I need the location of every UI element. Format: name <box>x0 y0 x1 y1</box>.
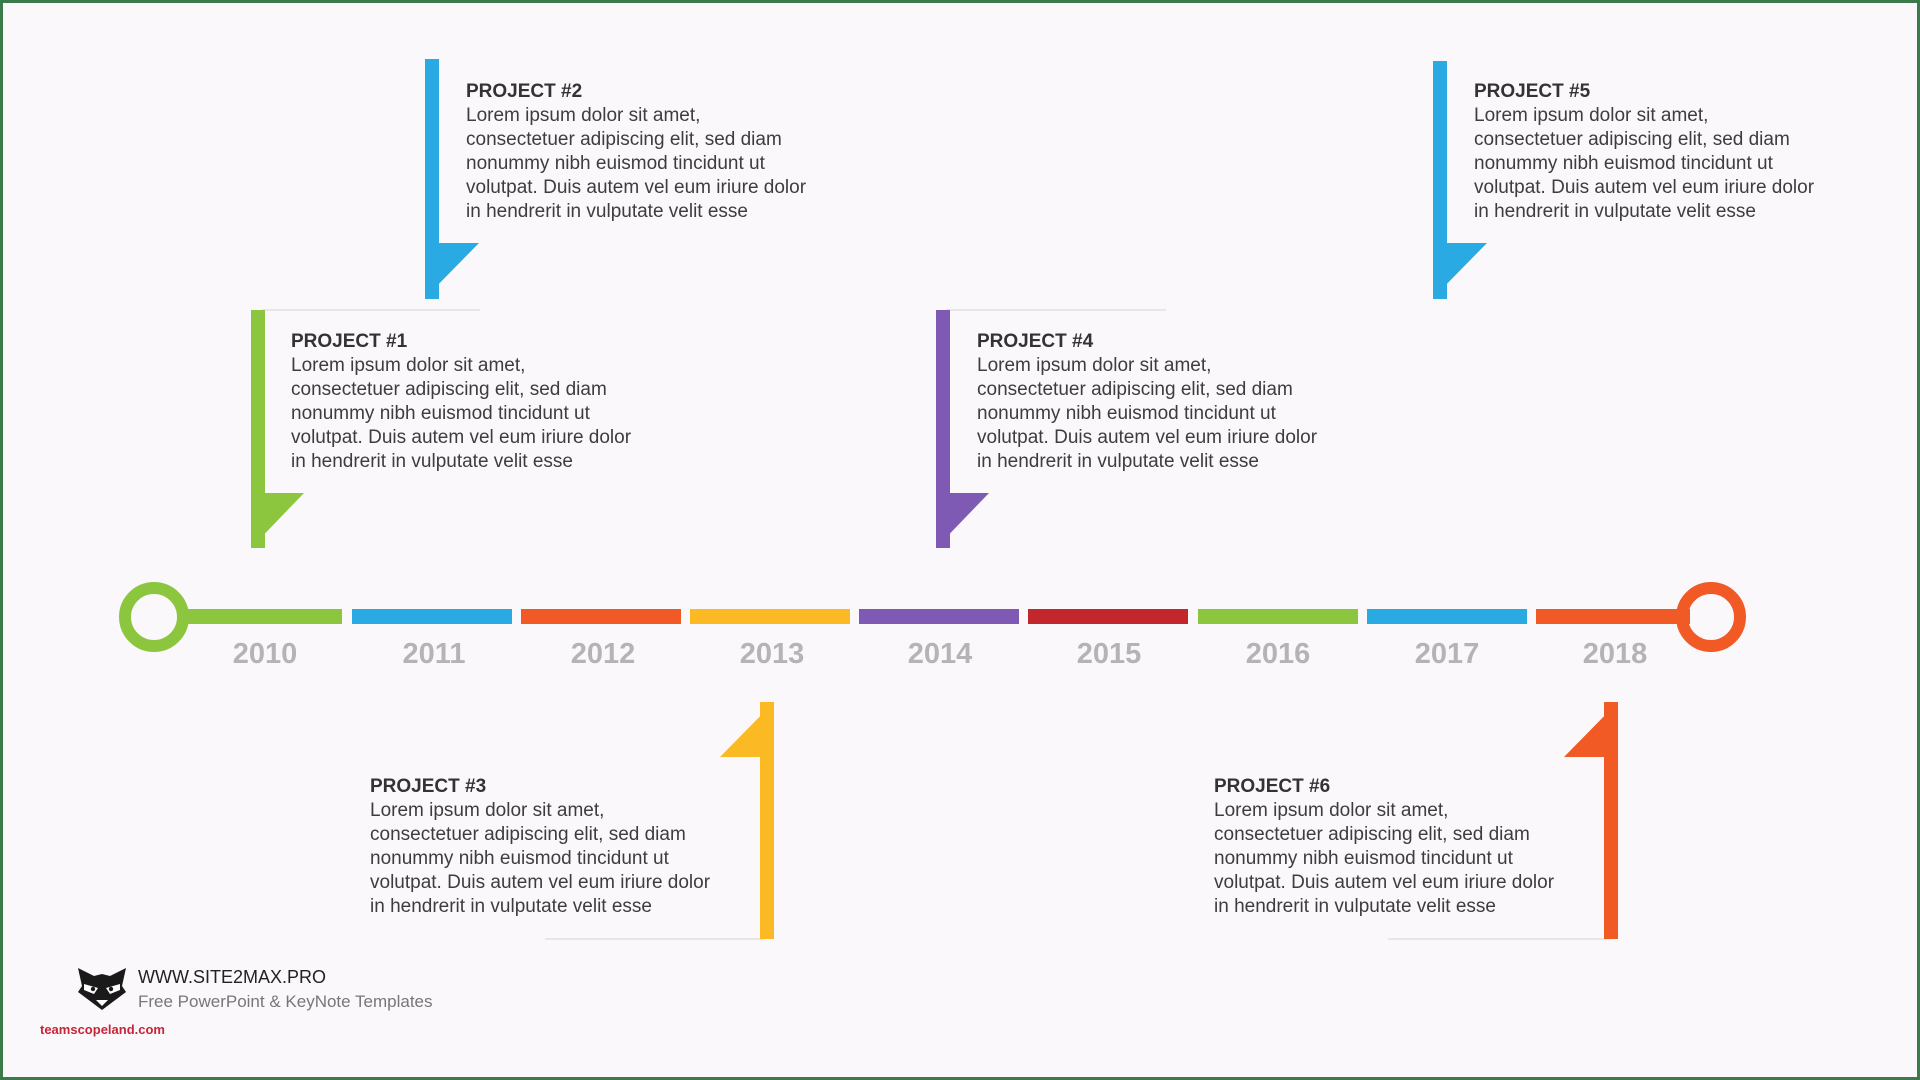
project-4-block: PROJECT #4 Lorem ipsum dolor sit amet, co… <box>977 330 1357 474</box>
timeline-segment-2016 <box>1198 609 1358 624</box>
description-line: nonummy nibh euismod tincidunt ut <box>1214 848 1513 869</box>
year-label-2018: 2018 <box>1582 638 1648 670</box>
year-label-2012: 2012 <box>570 638 636 670</box>
project-5-block: PROJECT #5 Lorem ipsum dolor sit amet, co… <box>1474 80 1854 224</box>
description-line: nonummy nibh euismod tincidunt ut <box>291 403 590 424</box>
description-line: in hendrerit in vulputate velit esse <box>291 451 573 472</box>
description-line: consectetuer adipiscing elit, sed diam <box>466 129 782 150</box>
description-line: in hendrerit in vulputate velit esse <box>1214 896 1496 917</box>
timeline-segment-2018 <box>1536 609 1690 624</box>
year-label-2015: 2015 <box>1076 638 1142 670</box>
project-description: Lorem ipsum dolor sit amet, consectetuer … <box>977 354 1357 474</box>
description-line: Lorem ipsum dolor sit amet, <box>1474 105 1709 126</box>
timeline-segment-2012 <box>521 609 681 624</box>
project-title: PROJECT #2 <box>466 81 583 102</box>
project-6-flag <box>1388 702 1618 940</box>
description-line: consectetuer adipiscing elit, sed diam <box>1474 129 1790 150</box>
description-line: in hendrerit in vulputate velit esse <box>1474 201 1756 222</box>
timeline-end-circle <box>1676 582 1746 652</box>
year-label-2014: 2014 <box>907 638 973 670</box>
project-6-block: PROJECT #6 Lorem ipsum dolor sit amet, co… <box>1214 775 1594 919</box>
year-label-2013: 2013 <box>739 638 805 670</box>
year-label-2017: 2017 <box>1414 638 1480 670</box>
project-title: PROJECT #5 <box>1474 81 1591 102</box>
description-line: volutpat. Duis autem vel eum iriure dolo… <box>977 427 1318 448</box>
description-line: volutpat. Duis autem vel eum iriure dolo… <box>291 427 632 448</box>
description-line: volutpat. Duis autem vel eum iriure dolo… <box>1474 177 1815 198</box>
description-line: in hendrerit in vulputate velit esse <box>977 451 1259 472</box>
timeline-start-circle <box>119 582 189 652</box>
project-1-block: PROJECT #1 Lorem ipsum dolor sit amet, co… <box>291 330 671 474</box>
description-line: volutpat. Duis autem vel eum iriure dolo… <box>370 872 711 893</box>
description-line: volutpat. Duis autem vel eum iriure dolo… <box>1214 872 1555 893</box>
timeline-segment-2017 <box>1367 609 1527 624</box>
description-line: nonummy nibh euismod tincidunt ut <box>466 153 765 174</box>
brand-url: WWW.SITE2MAX.PRO <box>138 967 327 987</box>
timeline-segment-2013 <box>690 609 850 624</box>
description-line: nonummy nibh euismod tincidunt ut <box>370 848 669 869</box>
project-3-block: PROJECT #3 Lorem ipsum dolor sit amet, co… <box>370 775 750 919</box>
project-title: PROJECT #6 <box>1214 776 1331 797</box>
description-line: in hendrerit in vulputate velit esse <box>370 896 652 917</box>
description-line: Lorem ipsum dolor sit amet, <box>1214 800 1449 821</box>
project-title: PROJECT #3 <box>370 776 487 797</box>
description-line: consectetuer adipiscing elit, sed diam <box>1214 824 1530 845</box>
timeline-segments <box>188 609 1690 624</box>
timeline-segment-2010 <box>188 609 342 624</box>
timeline-segment-2015 <box>1028 609 1188 624</box>
project-title: PROJECT #1 <box>291 331 408 352</box>
timeline-segment-2011 <box>352 609 512 624</box>
year-label-2011: 2011 <box>402 638 466 670</box>
description-line: consectetuer adipiscing elit, sed diam <box>370 824 686 845</box>
year-label-2016: 2016 <box>1245 638 1311 670</box>
watermark-text: teamscopeland.com <box>40 1022 165 1037</box>
project-description: Lorem ipsum dolor sit amet, consectetuer … <box>466 104 846 224</box>
project-description: Lorem ipsum dolor sit amet, consectetuer … <box>1214 799 1594 919</box>
project-title: PROJECT #4 <box>977 331 1094 352</box>
description-line: in hendrerit in vulputate velit esse <box>466 201 748 222</box>
project-3-flag <box>545 702 774 940</box>
description-line: Lorem ipsum dolor sit amet, <box>291 355 526 376</box>
project-5-flag <box>1433 61 1487 299</box>
description-line: nonummy nibh euismod tincidunt ut <box>977 403 1276 424</box>
project-2-block: PROJECT #2 Lorem ipsum dolor sit amet, co… <box>466 80 846 224</box>
description-line: Lorem ipsum dolor sit amet, <box>977 355 1212 376</box>
description-line: consectetuer adipiscing elit, sed diam <box>977 379 1293 400</box>
description-line: volutpat. Duis autem vel eum iriure dolo… <box>466 177 807 198</box>
description-line: nonummy nibh euismod tincidunt ut <box>1474 153 1773 174</box>
project-description: Lorem ipsum dolor sit amet, consectetuer … <box>291 354 671 474</box>
project-4-flag <box>936 309 1166 548</box>
description-line: consectetuer adipiscing elit, sed diam <box>291 379 607 400</box>
timeline-segment-2014 <box>859 609 1019 624</box>
brand-subtitle: Free PowerPoint & KeyNote Templates <box>138 992 433 1011</box>
raccoon-icon <box>78 968 126 1010</box>
project-description: Lorem ipsum dolor sit amet, consectetuer … <box>370 799 750 919</box>
description-line: Lorem ipsum dolor sit amet, <box>370 800 605 821</box>
project-description: Lorem ipsum dolor sit amet, consectetuer … <box>1474 104 1854 224</box>
description-line: Lorem ipsum dolor sit amet, <box>466 105 701 126</box>
year-label-2010: 2010 <box>232 638 298 670</box>
project-1-flag <box>251 309 480 548</box>
project-2-flag <box>425 59 479 299</box>
